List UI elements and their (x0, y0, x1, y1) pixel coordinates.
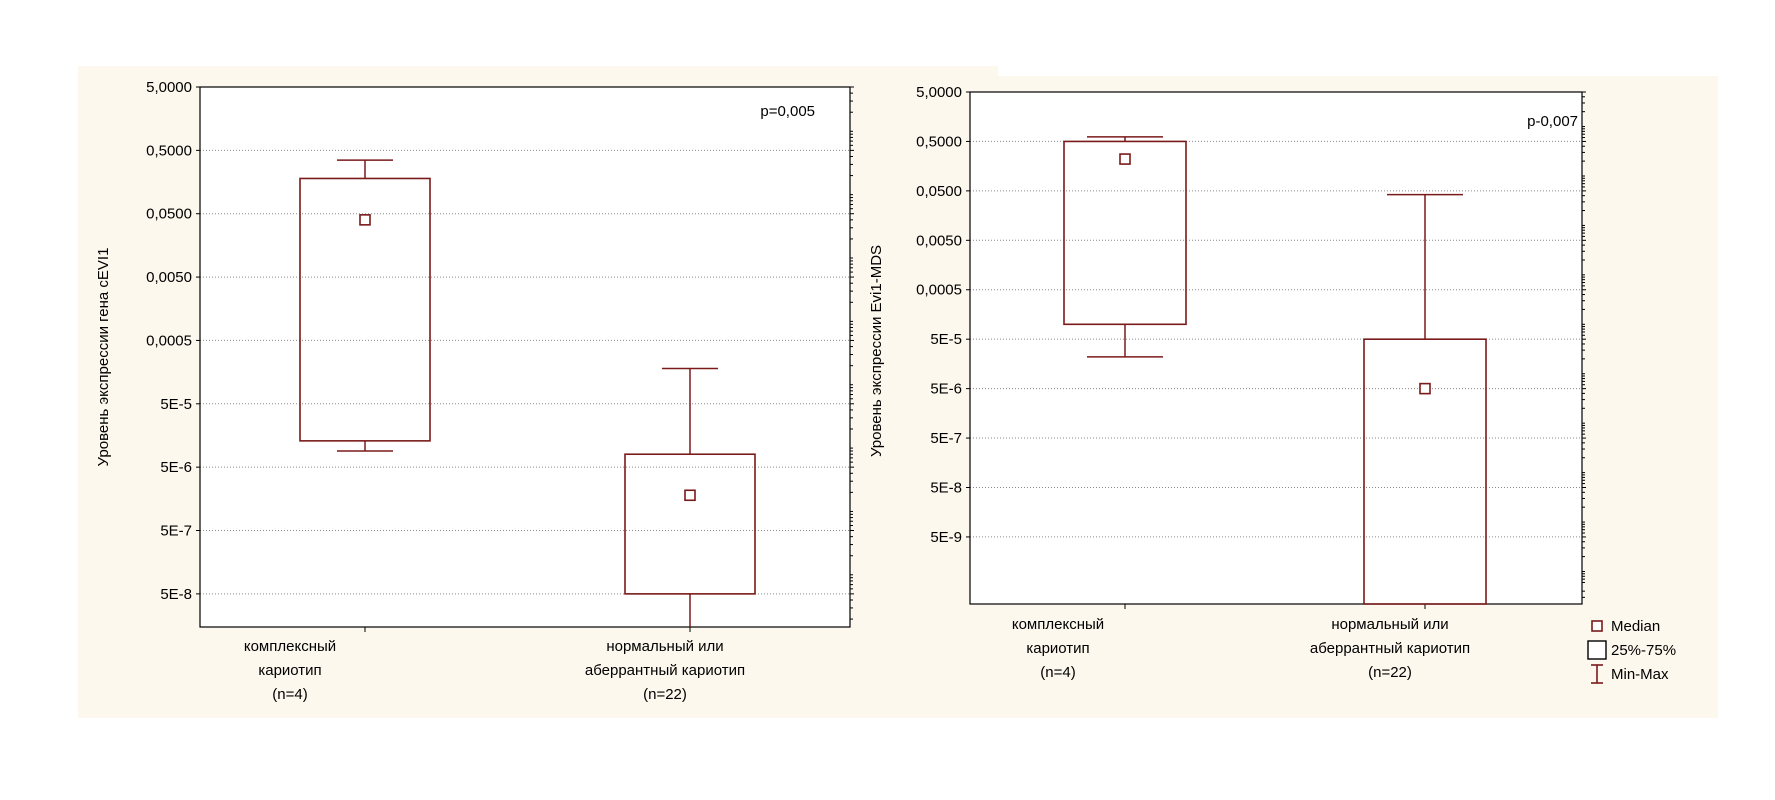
box-group-2: нормальный или аберрантный кариотип (n=22) (585, 367, 756, 703)
box-group-2: нормальный или аберрантный кариотип (n=22) (1310, 193, 1487, 681)
median-marker (684, 489, 696, 502)
y-tick-label: 0,0050 (146, 269, 192, 286)
y-tick-label: 5E-6 (930, 381, 962, 398)
box-group-1: комплексный кариотип (n=4) (244, 159, 431, 703)
y-tick-label: 5E-5 (930, 331, 962, 348)
x-category-label: (n=22) (1368, 664, 1412, 681)
y-tick-label: 0,0005 (146, 332, 192, 349)
iqr-box (299, 177, 431, 442)
y-tick-label: 5,0000 (916, 84, 962, 101)
plot-area (970, 92, 1582, 604)
p-value-annotation: p=0,005 (760, 103, 815, 120)
iqr-box (624, 453, 756, 595)
x-category-label: кариотип (258, 662, 321, 679)
chart-1: 5,0000 0,5000 0,0500 0,0050 0,0005 5E-5 5E-6 5E… (95, 79, 854, 703)
median-marker (1419, 382, 1431, 395)
y-tick-label: 0,0005 (916, 282, 962, 299)
y-tick-label: 0,0050 (916, 232, 962, 249)
x-category-label: нормальный или (606, 638, 723, 655)
p-value-annotation: p-0,007 (1527, 113, 1578, 130)
plot-frame (969, 91, 1583, 605)
plot-area (200, 87, 850, 627)
x-category-label: аберрантный кариотип (585, 662, 745, 679)
y-tick-label: 5E-7 (930, 430, 962, 447)
chart-2: 5,0000 0,5000 0,0500 0,0050 0,0005 5E-5 5E-6 5E… (868, 84, 1586, 681)
x-category-label: (n=4) (1040, 664, 1075, 681)
legend-label: 25%-75% (1611, 642, 1676, 659)
y-tick-label: 0,5000 (146, 142, 192, 159)
x-category-label: аберрантный кариотип (1310, 640, 1470, 657)
x-category-label: кариотип (1026, 640, 1089, 657)
y-tick-label: 5E-8 (930, 479, 962, 496)
x-category-label: комплексный (1012, 616, 1104, 633)
y-tick-label: 5E-7 (160, 523, 192, 540)
x-category-label: комплексный (244, 638, 336, 655)
y-tick-label: 5,0000 (146, 79, 192, 96)
box-group-1: комплексный кариотип (n=4) (1012, 136, 1187, 681)
y-tick-label: 5E-6 (160, 459, 192, 476)
y-axis-label: Уровень экспрессии гена cEVI1 (95, 248, 112, 467)
x-category-label: (n=22) (643, 686, 687, 703)
y-axis-label: Уровень экспрессии Evi1-MDS (868, 245, 885, 457)
median-marker (1119, 153, 1131, 165)
legend-label: Min-Max (1611, 666, 1669, 683)
legend-item-median: Median (1591, 618, 1660, 635)
legend: Median 25%-75% Min-Max (1587, 618, 1676, 684)
iqr-box (1063, 140, 1187, 326)
y-tick-label: 5E-8 (160, 586, 192, 603)
legend-label: Median (1611, 618, 1660, 635)
y-tick-label: 5E-9 (930, 529, 962, 546)
legend-median-swatch (1591, 620, 1603, 632)
iqr-box (1363, 338, 1487, 605)
x-category-label: нормальный или (1331, 616, 1448, 633)
y-tick-label: 0,0500 (916, 183, 962, 200)
legend-item-whisker: Min-Max (1591, 664, 1669, 684)
y-tick-label: 0,0500 (146, 206, 192, 223)
charts-layer: 5,0000 0,5000 0,0500 0,0050 0,0005 5E-5 5E-6 5E… (78, 66, 1718, 718)
y-tick-label: 5E-5 (160, 396, 192, 413)
legend-box-swatch (1587, 640, 1607, 660)
x-category-label: (n=4) (272, 686, 307, 703)
median-marker (359, 214, 371, 226)
plot-frame (199, 86, 851, 628)
y-tick-label: 0,5000 (916, 133, 962, 150)
legend-item-box: 25%-75% (1587, 640, 1676, 660)
